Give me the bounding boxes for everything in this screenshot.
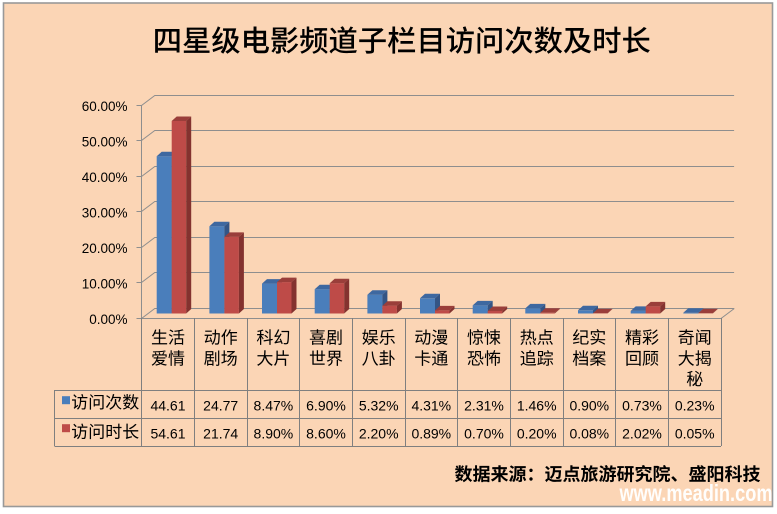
svg-text:2.02%: 2.02% (622, 426, 662, 442)
svg-text:www.meadin.com: www.meadin.com (619, 480, 773, 506)
svg-text:24.77: 24.77 (203, 398, 238, 414)
svg-text:0.00%: 0.00% (89, 312, 127, 327)
svg-text:0.05%: 0.05% (675, 426, 715, 442)
svg-text:21.74: 21.74 (203, 426, 238, 442)
svg-text:0.23%: 0.23% (675, 398, 715, 414)
svg-text:8.47%: 8.47% (254, 398, 294, 414)
svg-text:0.20%: 0.20% (517, 426, 557, 442)
svg-text:50.00%: 50.00% (82, 134, 128, 149)
svg-text:30.00%: 30.00% (82, 205, 128, 220)
svg-text:4.31%: 4.31% (411, 398, 451, 414)
svg-text:8.60%: 8.60% (306, 426, 346, 442)
svg-text:0.08%: 0.08% (569, 426, 609, 442)
svg-text:1.46%: 1.46% (517, 398, 557, 414)
svg-text:0.73%: 0.73% (622, 398, 662, 414)
svg-text:10.00%: 10.00% (82, 276, 128, 291)
svg-text:8.90%: 8.90% (254, 426, 294, 442)
svg-text:20.00%: 20.00% (82, 241, 128, 256)
svg-text:0.70%: 0.70% (464, 426, 504, 442)
svg-text:5.32%: 5.32% (359, 398, 399, 414)
svg-text:0.90%: 0.90% (569, 398, 609, 414)
svg-text:60.00%: 60.00% (82, 99, 128, 114)
svg-text:40.00%: 40.00% (82, 170, 128, 185)
svg-text:6.90%: 6.90% (306, 398, 346, 414)
svg-text:2.31%: 2.31% (464, 398, 504, 414)
svg-text:0.89%: 0.89% (411, 426, 451, 442)
svg-text:54.61: 54.61 (150, 426, 185, 442)
svg-text:2.20%: 2.20% (359, 426, 399, 442)
svg-text:44.61: 44.61 (150, 398, 185, 414)
